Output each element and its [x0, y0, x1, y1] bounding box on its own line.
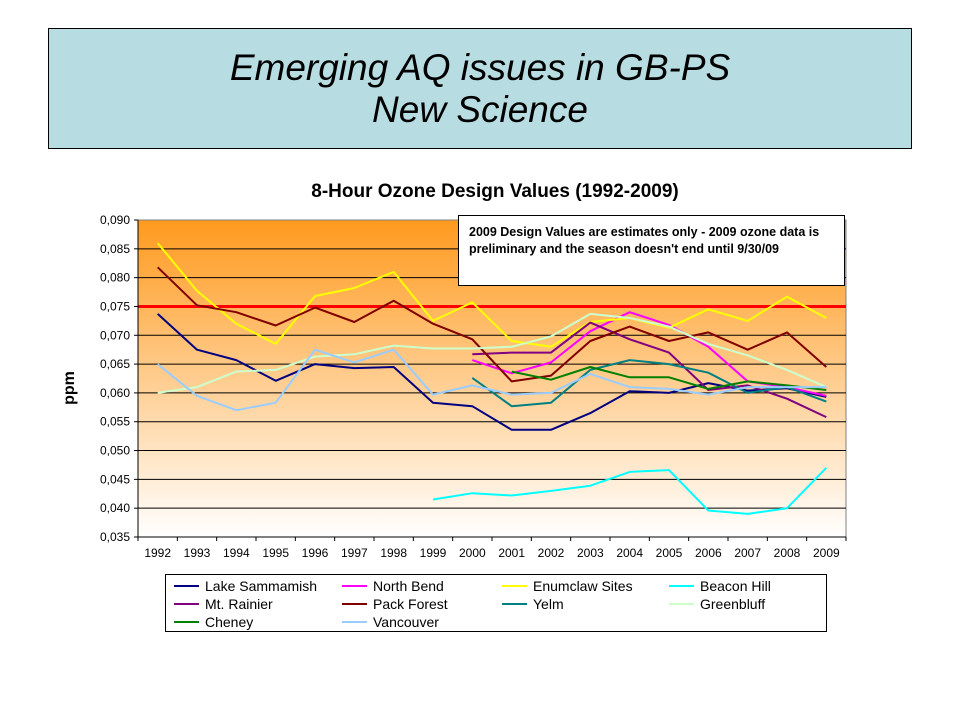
legend-label: Vancouver — [373, 614, 439, 630]
x-tick-label: 2006 — [695, 546, 722, 560]
legend-swatch — [174, 603, 199, 605]
x-tick-label: 2004 — [616, 546, 643, 560]
x-tick-label: 2007 — [734, 546, 761, 560]
series-line-greenbluff — [157, 312, 827, 394]
legend-label: Beacon Hill — [700, 578, 771, 594]
legend-item-cheney: Cheney — [174, 613, 253, 631]
legend-label: Lake Sammamish — [205, 578, 318, 594]
series-line-vancouver — [157, 348, 827, 412]
legend-swatch — [342, 621, 367, 623]
legend-label: Yelm — [533, 596, 564, 612]
series-line-beacon-hill — [432, 467, 828, 515]
y-tick-label: 0,060 — [100, 386, 130, 400]
x-tick-label: 1997 — [341, 546, 368, 560]
y-tick-label: 0,055 — [100, 415, 130, 429]
legend-item-vancouver: Vancouver — [342, 613, 439, 631]
x-tick-label: 1994 — [223, 546, 250, 560]
x-tick-label: 1996 — [302, 546, 329, 560]
chart-title: 8-Hour Ozone Design Values (1992-2009) — [311, 181, 679, 202]
y-tick-label: 0,045 — [100, 472, 130, 486]
series-line-lake-sammamish — [157, 313, 827, 431]
legend-label: Enumclaw Sites — [533, 578, 633, 594]
legend-swatch — [502, 585, 527, 587]
legend-swatch — [502, 603, 527, 605]
legend-item-enumclaw-sites: Enumclaw Sites — [502, 577, 633, 595]
series-line-pack-forest — [157, 266, 827, 383]
legend-item-beacon-hill: Beacon Hill — [669, 577, 771, 595]
y-tick-label: 0,070 — [100, 328, 130, 342]
y-axis-label: ppm — [61, 371, 78, 405]
x-tick-label: 2001 — [498, 546, 525, 560]
annotation-box: 2009 Design Values are estimates only - … — [458, 215, 845, 286]
series-line-mt-rainier — [472, 321, 827, 419]
legend-swatch — [174, 621, 199, 623]
legend-swatch — [342, 585, 367, 587]
legend-item-pack-forest: Pack Forest — [342, 595, 448, 613]
y-tick-label: 0,080 — [100, 271, 130, 285]
y-tick-label: 0,040 — [100, 501, 130, 515]
x-tick-label: 2005 — [656, 546, 683, 560]
x-tick-label: 2009 — [813, 546, 840, 560]
legend: Lake Sammamish North Bend Enumclaw Sites Be… — [165, 574, 827, 632]
legend-swatch — [174, 585, 199, 587]
slide-title-line-1: Emerging AQ issues in GB-PS — [229, 46, 731, 88]
legend-item-north-bend: North Bend — [342, 577, 444, 595]
x-tick-label: 1993 — [184, 546, 211, 560]
slide-title-line-2: New Science — [372, 88, 588, 130]
y-tick-label: 0,065 — [100, 357, 130, 371]
x-tick-label: 1995 — [262, 546, 289, 560]
y-tick-label: 0,035 — [100, 530, 130, 544]
legend-label: Cheney — [205, 614, 254, 630]
y-tick-label: 0,090 — [100, 213, 130, 227]
series-line-cheney — [511, 366, 827, 391]
legend-swatch — [669, 603, 694, 605]
series-line-yelm — [471, 359, 827, 408]
x-tick-label: 2002 — [538, 546, 565, 560]
x-tick-label: 2003 — [577, 546, 604, 560]
x-tick-label: 1999 — [420, 546, 447, 560]
y-tick-label: 0,050 — [100, 444, 130, 458]
x-tick-label: 2000 — [459, 546, 486, 560]
legend-item-lake-sammamish: Lake Sammamish — [174, 577, 317, 595]
legend-item-mt-rainier: Mt. Rainier — [174, 595, 273, 613]
legend-label: Mt. Rainier — [205, 596, 273, 612]
legend-label: Pack Forest — [373, 596, 448, 612]
x-tick-label: 2008 — [774, 546, 801, 560]
legend-label: Greenbluff — [700, 596, 766, 612]
slide-title-box: Emerging AQ issues in GB-PS New Science — [48, 28, 912, 149]
x-tick-label: 1998 — [380, 546, 407, 560]
y-tick-label: 0,075 — [100, 299, 130, 313]
series-line-enumclaw-sites — [156, 242, 827, 348]
legend-item-greenbluff: Greenbluff — [669, 595, 765, 613]
legend-label: North Bend — [373, 578, 444, 594]
x-tick-label: 1992 — [144, 546, 171, 560]
y-tick-label: 0,085 — [100, 242, 130, 256]
legend-swatch — [342, 603, 367, 605]
legend-item-yelm: Yelm — [502, 595, 564, 613]
legend-swatch — [669, 585, 694, 587]
